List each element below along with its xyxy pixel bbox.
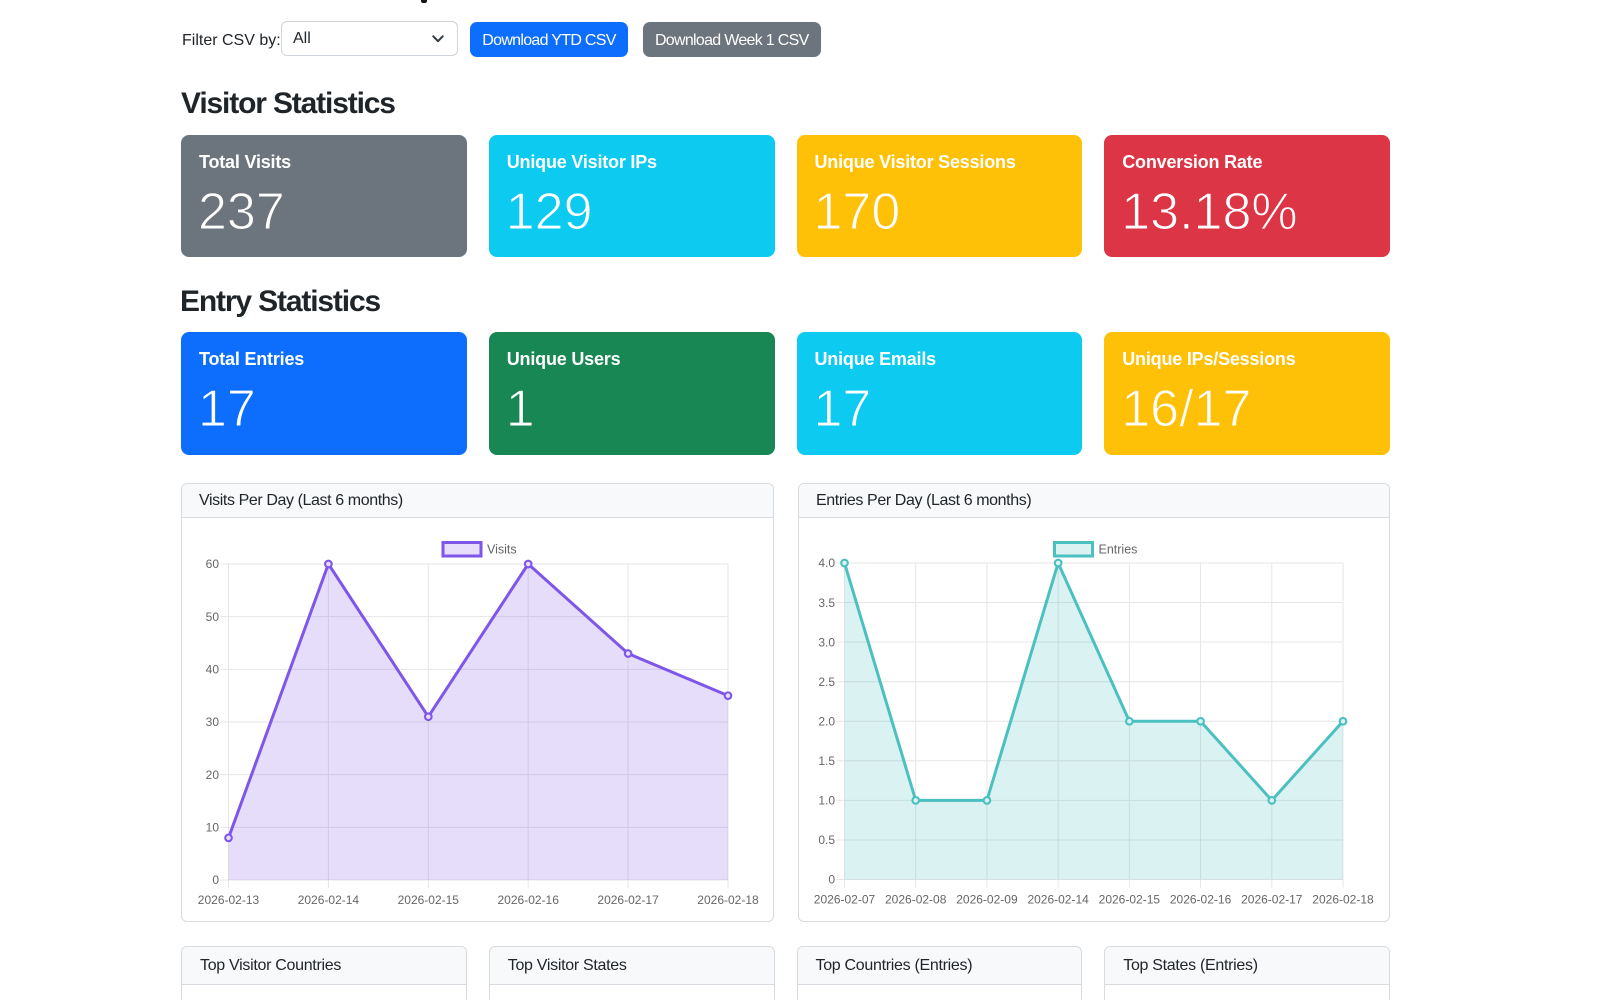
svg-text:40: 40 [206,663,220,677]
svg-text:2026-02-17: 2026-02-17 [597,893,659,907]
svg-text:2026-02-16: 2026-02-16 [1170,892,1232,906]
svg-text:50: 50 [206,610,220,624]
svg-text:0.5: 0.5 [818,833,835,847]
svg-text:10: 10 [206,821,220,835]
svg-text:2026-02-13: 2026-02-13 [198,893,260,907]
svg-text:2.5: 2.5 [818,675,835,689]
svg-text:2026-02-07: 2026-02-07 [814,892,876,906]
svg-text:2026-02-09: 2026-02-09 [956,892,1018,906]
svg-text:2026-02-14: 2026-02-14 [1027,892,1089,906]
svg-text:Visits: Visits [487,543,517,557]
svg-text:Entries: Entries [1099,543,1138,557]
svg-text:20: 20 [206,768,220,782]
svg-text:4.0: 4.0 [818,556,835,570]
svg-text:2026-02-18: 2026-02-18 [1312,892,1374,906]
svg-text:3.5: 3.5 [818,596,835,610]
svg-text:3.0: 3.0 [818,635,835,649]
svg-text:2026-02-17: 2026-02-17 [1241,892,1303,906]
svg-text:2026-02-08: 2026-02-08 [885,892,947,906]
svg-text:2.0: 2.0 [818,714,835,728]
svg-text:2026-02-18: 2026-02-18 [697,893,759,907]
svg-text:1.5: 1.5 [818,754,835,768]
svg-text:2026-02-14: 2026-02-14 [298,893,360,907]
svg-text:2026-02-15: 2026-02-15 [398,893,460,907]
svg-text:0: 0 [828,873,835,887]
svg-text:60: 60 [206,557,220,571]
svg-text:0: 0 [212,873,219,887]
svg-text:30: 30 [206,715,220,729]
svg-text:2026-02-15: 2026-02-15 [1099,892,1161,906]
svg-text:1.0: 1.0 [818,794,835,808]
svg-text:2026-02-16: 2026-02-16 [498,893,560,907]
